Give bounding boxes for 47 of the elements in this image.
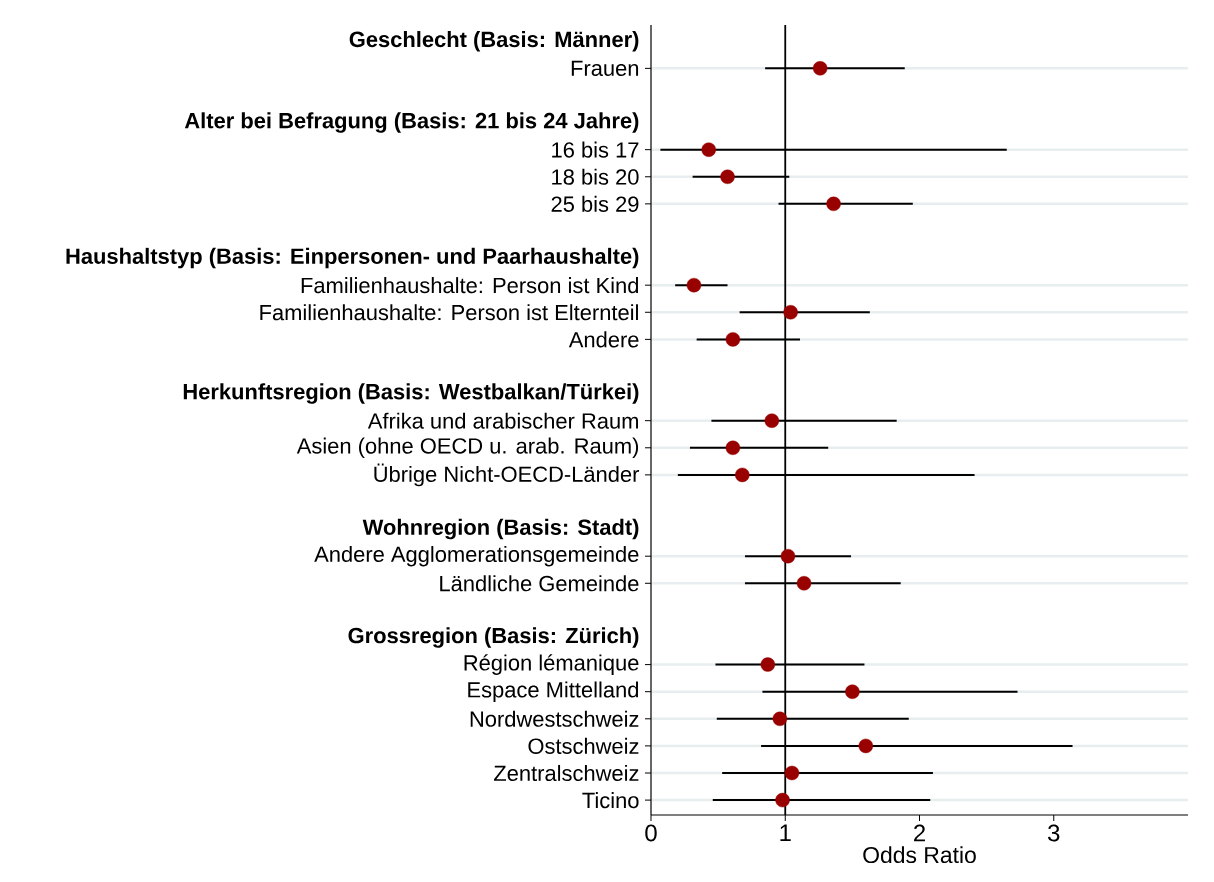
point <box>775 792 790 808</box>
point <box>686 277 702 293</box>
y-tick-label: Wohnregion (Basis: Stadt) <box>362 518 639 540</box>
y-tick-label: Haushaltstyp (Basis: Einpersonen- und Paarhaushalte) <box>66 247 639 269</box>
point <box>784 765 800 781</box>
y-tick-label: 18 bis 20 <box>552 168 639 185</box>
point <box>812 61 828 76</box>
point <box>772 711 788 726</box>
y-tick-label: Ländliche Gemeinde <box>440 575 639 592</box>
x-tick-label: 1 <box>780 824 791 841</box>
x-axis-title: Odds Ratio <box>863 846 976 864</box>
y-tick-label: Grossregion (Basis: Zürich) <box>348 627 639 648</box>
y-tick-label: Alter bei Befragung (Basis: 21 bis 24 Jahre) <box>184 112 639 133</box>
y-tick-label: Familienhaushalte: Person ist Elternteil <box>260 304 638 321</box>
y-tick-label: Frauen <box>571 60 639 77</box>
x-tick-label: 2 <box>914 824 925 842</box>
y-tick-label: Andere Agglomerationsgemeinde <box>314 545 639 567</box>
y-tick-label: Geschlecht (Basis: Männer) <box>349 31 639 52</box>
point <box>760 657 775 672</box>
y-tick-label: Ticino <box>582 792 639 809</box>
x-tick-label: 3 <box>1048 824 1060 842</box>
y-tick-label: Ostschweiz <box>528 737 639 754</box>
y-tick-label: Familienhaushalte: Person ist Kind <box>301 277 639 294</box>
y-tick-label: Übrige Nicht-OECD-Länder <box>374 463 640 487</box>
y-tick-label: Espace Mittelland <box>468 681 639 702</box>
y-tick-label: Nordwestschweiz <box>470 710 639 727</box>
point <box>701 142 716 157</box>
y-tick-label: Région lémanique <box>464 654 639 675</box>
point <box>783 305 798 320</box>
point <box>735 467 750 483</box>
point <box>725 440 741 455</box>
x-tick-label: 0 <box>645 824 657 842</box>
y-tick-label: Andere <box>568 331 639 348</box>
point <box>826 196 841 212</box>
y-tick-label: Afrika und arabischer Raum <box>367 412 638 429</box>
point <box>720 169 735 184</box>
point <box>780 548 796 564</box>
point <box>858 738 873 754</box>
y-tick-label: Herkunftsregion (Basis: Westbalkan/Türkei) <box>183 383 639 404</box>
y-tick-label: Zentralschweiz <box>494 764 639 782</box>
y-tick-label: 25 bis 29 <box>551 195 639 212</box>
point <box>725 332 741 347</box>
y-tick-label: Asien (ohne OECD u. arab. Raum) <box>296 437 639 458</box>
y-tick-label: 16 bis 17 <box>552 141 639 158</box>
point <box>845 684 860 699</box>
point <box>796 576 812 591</box>
point <box>764 413 780 428</box>
